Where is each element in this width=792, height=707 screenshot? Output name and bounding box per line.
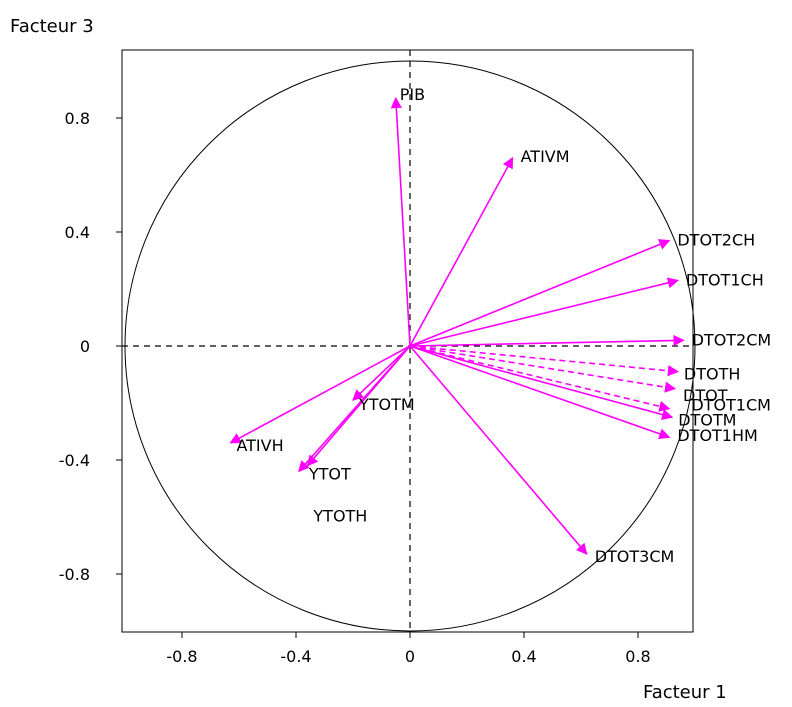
arrow-dtot1cm: [409, 345, 671, 412]
arrow-dtoth: [409, 345, 680, 377]
label-ativm: ATIVM: [521, 147, 570, 166]
arrow-dtot1ch: [409, 277, 679, 347]
x-axis-title: Facteur 1: [643, 682, 727, 703]
axes-layer: [122, 50, 696, 632]
label-dtoth: DTOTH: [684, 365, 741, 384]
label-dtot: DTOT: [683, 386, 728, 405]
arrow-dtot2ch: [409, 239, 671, 347]
arrows-layer: [229, 96, 685, 555]
arrow-dtot: [409, 345, 677, 393]
arrow-pib: [390, 96, 411, 347]
arrow-dtot2cm: [409, 334, 685, 347]
y-tick-label: -0.4: [59, 451, 90, 470]
arrow-ytoth: [306, 345, 411, 467]
label-dtot2cm: DTOT2CM: [692, 330, 772, 349]
x-tick-label: -0.4: [280, 647, 311, 666]
label-dtot1ch: DTOT1CH: [686, 270, 764, 289]
arrow-ytotm: [352, 345, 411, 401]
y-tick-label: 0: [80, 337, 90, 356]
label-dtotm: DTOTM: [678, 410, 736, 429]
label-ytoth: YTOTH: [312, 507, 367, 526]
y-tick-label: -0.8: [59, 565, 90, 584]
label-dtot1cm: DTOT1CM: [691, 396, 771, 415]
x-tick-label: 0.4: [511, 647, 536, 666]
label-ativh: ATIVH: [236, 436, 283, 455]
x-tick-label: -0.8: [166, 647, 197, 666]
labels-layer: PIBATIVMDTOT2CHDTOT1CHDTOT2CMDTOTHDTOTDT…: [236, 85, 771, 566]
arrow-dtot1hm: [409, 345, 671, 440]
x-tick-label: 0.8: [625, 647, 650, 666]
label-ytot: YTOT: [308, 464, 351, 483]
label-pib: PIB: [400, 85, 425, 104]
plot-frame: [121, 49, 694, 633]
arrow-ativm: [409, 156, 514, 347]
label-dtot2ch: DTOT2CH: [677, 231, 755, 250]
ticks-layer: -0.8 -0.4 0 0.4 0.8 0.8 0.4 0 -0.4 -0.8: [59, 109, 651, 666]
label-ytotm: YTOTM: [358, 395, 415, 414]
y-tick-label: 0.4: [65, 223, 90, 242]
y-axis-title: Facteur 3: [10, 16, 94, 37]
arrow-ativh: [229, 345, 411, 444]
x-tick-label: 0: [405, 647, 415, 666]
label-dtot3cm: DTOT3CM: [595, 547, 675, 566]
arrow-dtotm: [409, 345, 674, 421]
label-dtot1hm: DTOT1HM: [677, 426, 757, 445]
y-tick-label: 0.8: [65, 109, 90, 128]
arrow-dtot3cm: [409, 345, 588, 555]
